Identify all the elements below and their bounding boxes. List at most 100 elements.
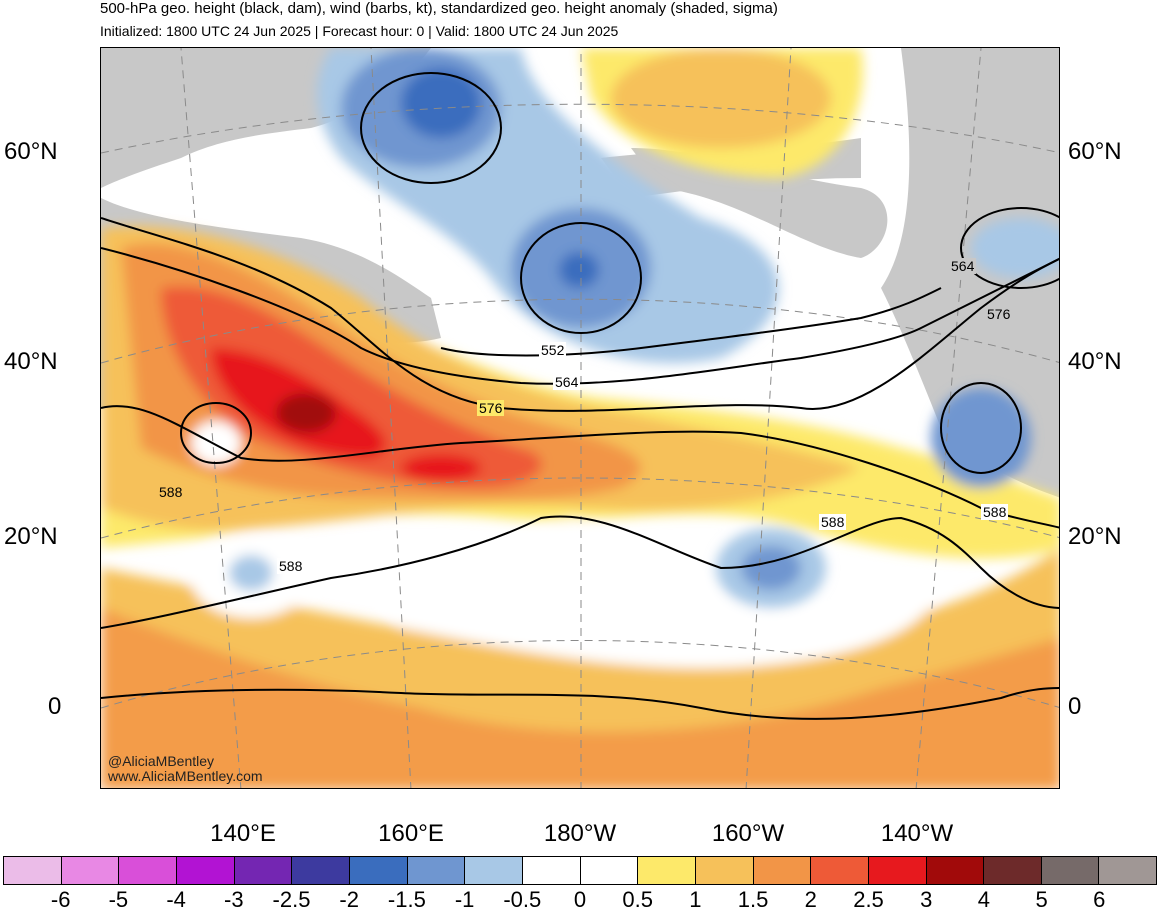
meridian-160w	[745, 48, 792, 788]
colorbar-swatch	[580, 857, 639, 884]
colorbar-tick-label: 2.5	[853, 887, 884, 912]
colorbar-tick-label: 0.5	[622, 887, 653, 912]
anomaly-siberia-core	[401, 68, 481, 138]
chart-title: 500-hPa geo. height (black, dam), wind (…	[100, 0, 778, 17]
anomaly-japan-core	[276, 393, 336, 433]
lat-label-60n-left: 60°N	[4, 138, 58, 165]
colorbar-tick-label: 1.5	[737, 887, 769, 912]
lat-label-0-right: 0	[1068, 693, 1082, 720]
contour-westcoast-low	[940, 382, 1022, 474]
colorbar-tick-label: 4	[977, 887, 991, 912]
lon-label-160e: 160°E	[378, 820, 444, 847]
anomaly-tropical-white	[381, 518, 941, 668]
anomaly-kuroshio-red	[401, 454, 481, 482]
colorbar-tick-label: -1.5	[387, 887, 426, 912]
anomaly-hawaii-core	[741, 546, 801, 590]
colorbar-tick-label: 1	[689, 887, 702, 912]
colorbar-swatch	[234, 857, 293, 884]
contour-label-564-east: 564	[949, 258, 977, 274]
lat-label-20n-left: 20°N	[4, 523, 58, 550]
anomaly-tropics-orange	[101, 608, 1059, 788]
colorbar-swatch	[4, 857, 62, 884]
colorbar-swatch	[522, 857, 581, 884]
colorbar-swatch	[638, 857, 696, 884]
contour-label-588-east: 588	[981, 504, 1009, 520]
colorbar-swatch	[1041, 857, 1100, 884]
contour-bering-low	[520, 222, 642, 334]
contour-label-588-west: 588	[157, 484, 185, 500]
colorbar-tick-label: -1	[454, 887, 475, 912]
contour-564	[101, 247, 1059, 385]
anomaly-arctic-orange	[611, 48, 831, 148]
colorbar-tick-label: -4	[166, 887, 186, 912]
parallel-60n	[101, 103, 1059, 154]
colorbar-tick-label: -6	[50, 887, 71, 912]
contour-label-564: 564	[553, 374, 581, 390]
colorbar-swatch	[811, 857, 869, 884]
colorbar-tick-label: -2.5	[272, 887, 311, 912]
colorbar-swatch	[926, 857, 985, 884]
colorbar-tick-label: -3	[224, 887, 244, 912]
colorbar-swatch	[984, 857, 1042, 884]
contour-588-equator	[101, 687, 1059, 720]
map-canvas	[101, 48, 1059, 788]
anomaly-hudson-low	[971, 218, 1059, 278]
anomaly-shading	[101, 48, 1059, 788]
colorbar-tick-label: 5	[1035, 887, 1048, 912]
credit-site: www.AliciaMBentley.com	[108, 768, 263, 784]
colorbar-swatch	[753, 857, 812, 884]
lat-label-0-left: 0	[48, 693, 62, 720]
contour-588-south	[101, 515, 1059, 629]
anomaly-philippine-blue	[229, 555, 273, 591]
contour-588-north	[101, 405, 1059, 529]
height-contours	[101, 72, 1059, 720]
colorbar-swatch	[349, 857, 408, 884]
lat-label-40n-right: 40°N	[1068, 348, 1122, 375]
lon-label-160w: 160°W	[711, 820, 785, 847]
contour-label-588-central: 588	[819, 514, 847, 530]
lon-label-140e: 140°E	[210, 820, 276, 847]
contour-label-576-east: 576	[985, 306, 1013, 322]
colorbar-swatch	[176, 857, 235, 884]
colorbar-swatch	[695, 857, 754, 884]
meridian-160e	[370, 48, 412, 788]
contour-label-576: 576	[477, 400, 505, 416]
parallel-40n	[101, 298, 1059, 364]
colorbar-swatch	[407, 857, 466, 884]
credit-handle: @AliciaMBentley	[108, 753, 215, 769]
contour-label-588-philippine: 588	[277, 558, 305, 574]
colorbar-swatch	[61, 857, 120, 884]
colorbar-tick-label: 6	[1093, 887, 1106, 912]
contour-552	[440, 287, 942, 357]
lon-label-140w: 140°W	[880, 820, 954, 847]
map-panel: 552 564 576 588 564 576 588 588 588	[100, 47, 1060, 789]
colorbar-swatch	[465, 857, 523, 884]
parallel-20n	[101, 477, 1059, 539]
contour-576	[101, 217, 1059, 412]
lat-label-20n-right: 20°N	[1068, 523, 1122, 550]
colorbar-tick-label: 3	[920, 887, 933, 912]
anomaly-small-low	[191, 421, 241, 465]
colorbar-tick-label: -5	[108, 887, 129, 912]
chart-subtitle: Initialized: 1800 UTC 24 Jun 2025 | Fore…	[100, 23, 619, 39]
colorbar-tick-label: 0	[573, 887, 587, 912]
colorbar	[3, 856, 1157, 885]
lat-label-40n-left: 40°N	[4, 348, 58, 375]
colorbar-swatch	[1099, 857, 1157, 884]
colorbar-tick-label: -2	[339, 887, 359, 912]
contour-hudson-low	[960, 207, 1059, 289]
contour-siberia-low	[360, 72, 502, 184]
meridian-140w	[915, 48, 982, 788]
colorbar-swatch	[292, 857, 350, 884]
contour-label-552: 552	[539, 342, 567, 358]
contour-small-low	[180, 402, 252, 464]
meridian-140e	[180, 48, 242, 788]
anomaly-japan-red	[161, 286, 542, 488]
colorbar-tick-label: -0.5	[503, 887, 542, 912]
colorbar-swatch	[868, 857, 927, 884]
anomaly-bering-core	[559, 252, 599, 288]
lon-label-180w: 180°W	[543, 820, 617, 847]
colorbar-tick-label: 2	[804, 887, 817, 912]
lat-label-60n-right: 60°N	[1068, 138, 1122, 165]
graticule	[101, 48, 1059, 788]
